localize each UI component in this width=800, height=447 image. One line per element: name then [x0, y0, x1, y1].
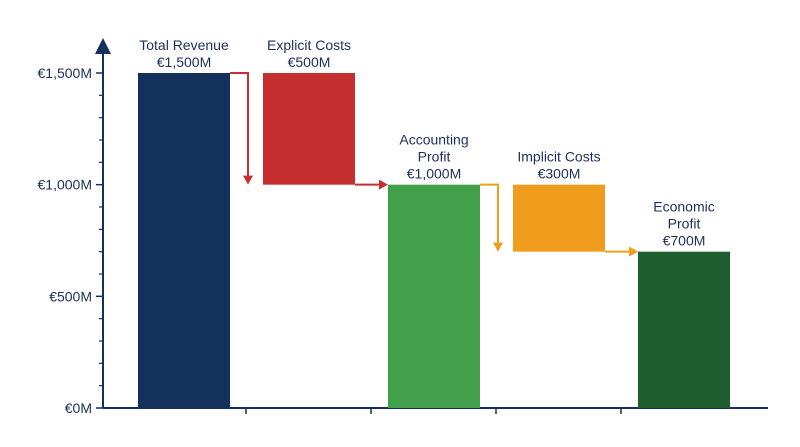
connector-arrow — [243, 175, 253, 185]
bar-category-label: Implicit Costs — [517, 149, 600, 165]
bar-category-label: Total Revenue — [139, 37, 229, 53]
y-tick-label: €1,500M — [38, 65, 92, 81]
bar-value-label: €700M — [663, 233, 706, 249]
bar-category-label: Accounting — [399, 132, 468, 148]
bar-3 — [513, 184, 605, 252]
bar-value-label: €1,000M — [407, 166, 461, 182]
connector-arrow — [493, 242, 503, 252]
bar-value-label: €300M — [538, 166, 581, 182]
bar-value-label: €500M — [288, 54, 331, 70]
bar-1 — [263, 73, 355, 185]
connector-arrow — [379, 179, 388, 190]
bar-category-label: Profit — [418, 149, 451, 165]
connector-arrow — [629, 246, 638, 257]
bar-value-label: €1,500M — [157, 54, 211, 70]
y-tick-label: €1,000M — [38, 177, 92, 193]
y-tick-label: €500M — [49, 288, 92, 304]
bar-category-label: Economic — [653, 199, 714, 215]
bar-labels: Total Revenue€1,500M Explicit Costs€500M A… — [139, 37, 714, 249]
connector-line — [230, 72, 249, 183]
connector-line — [480, 183, 499, 250]
connectors — [230, 72, 638, 257]
bar-0 — [138, 73, 230, 408]
bar-2 — [388, 184, 480, 408]
y-tick-label: €0M — [65, 400, 92, 416]
bars — [138, 73, 730, 408]
bar-category-label: Explicit Costs — [267, 37, 351, 53]
bar-category-label: Profit — [668, 216, 701, 232]
bar-4 — [638, 251, 730, 408]
